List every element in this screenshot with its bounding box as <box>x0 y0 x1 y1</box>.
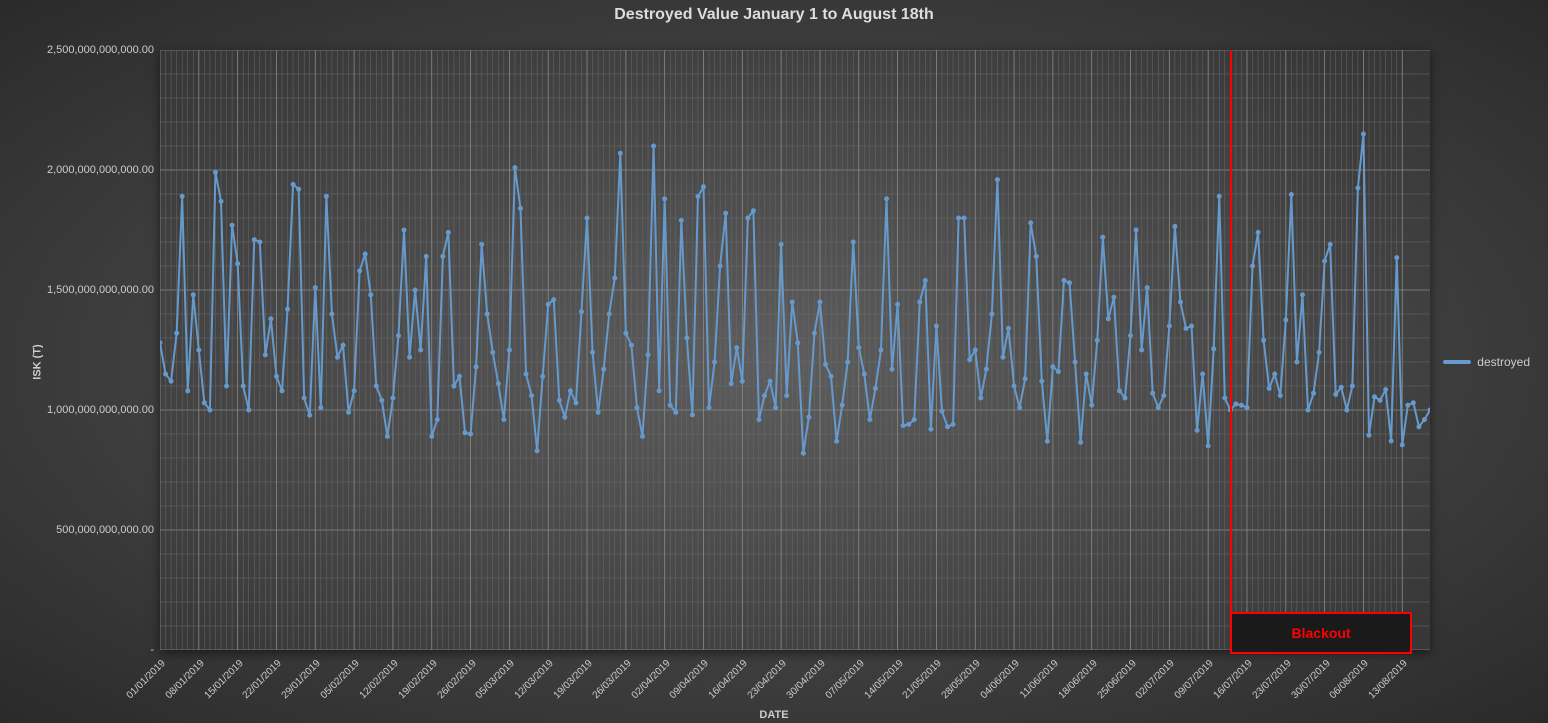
x-tick-label: 09/04/2019 <box>668 658 711 701</box>
x-tick-label: 15/01/2019 <box>202 658 245 701</box>
y-tick-label: 1,000,000,000,000.00 <box>4 404 154 416</box>
legend: destroyed <box>1443 355 1530 369</box>
y-tick-label: 500,000,000,000.00 <box>4 524 154 536</box>
x-tick-label: 23/07/2019 <box>1250 658 1293 701</box>
x-tick-label: 05/02/2019 <box>319 658 362 701</box>
chart-container: Destroyed Value January 1 to August 18th… <box>0 0 1548 723</box>
x-tick-label: 08/01/2019 <box>163 658 206 701</box>
x-tick-label: 12/03/2019 <box>513 658 556 701</box>
y-tick-label: 2,500,000,000,000.00 <box>4 44 154 56</box>
blackout-vertical-line <box>1230 50 1232 650</box>
x-tick-label: 14/05/2019 <box>862 658 905 701</box>
x-tick-label: 16/04/2019 <box>707 658 750 701</box>
x-tick-label: 25/06/2019 <box>1095 658 1138 701</box>
x-tick-label: 26/02/2019 <box>435 658 478 701</box>
x-tick-label: 30/07/2019 <box>1289 658 1332 701</box>
x-axis-label: DATE <box>0 709 1548 721</box>
legend-swatch <box>1443 360 1471 364</box>
blackout-annotation-box: Blackout <box>1230 612 1411 654</box>
x-tick-label: 13/08/2019 <box>1367 658 1410 701</box>
x-tick-label: 05/03/2019 <box>474 658 517 701</box>
x-tick-label: 16/07/2019 <box>1212 658 1255 701</box>
y-tick-label: - <box>4 644 154 656</box>
x-tick-label: 29/01/2019 <box>280 658 323 701</box>
x-tick-label: 23/04/2019 <box>746 658 789 701</box>
x-tick-label: 02/07/2019 <box>1134 658 1177 701</box>
y-axis-label: ISK (T) <box>32 344 44 379</box>
plot-area <box>160 50 1430 650</box>
chart-svg <box>160 50 1430 650</box>
x-tick-label: 19/03/2019 <box>552 658 595 701</box>
y-tick-label: 1,500,000,000,000.00 <box>4 284 154 296</box>
y-tick-label: 2,000,000,000,000.00 <box>4 164 154 176</box>
x-tick-label: 07/05/2019 <box>823 658 866 701</box>
x-tick-label: 26/03/2019 <box>590 658 633 701</box>
x-tick-label: 06/08/2019 <box>1328 658 1371 701</box>
x-tick-label: 21/05/2019 <box>901 658 944 701</box>
x-tick-label: 01/01/2019 <box>125 658 168 701</box>
x-tick-label: 22/01/2019 <box>241 658 284 701</box>
x-tick-label: 30/04/2019 <box>785 658 828 701</box>
x-tick-label: 11/06/2019 <box>1018 658 1061 701</box>
blackout-label: Blackout <box>1292 625 1351 641</box>
x-tick-label: 12/02/2019 <box>358 658 401 701</box>
x-tick-label: 04/06/2019 <box>979 658 1022 701</box>
x-tick-label: 28/05/2019 <box>940 658 983 701</box>
x-tick-label: 02/04/2019 <box>629 658 672 701</box>
chart-title: Destroyed Value January 1 to August 18th <box>0 6 1548 24</box>
legend-label: destroyed <box>1477 355 1530 369</box>
x-tick-label: 09/07/2019 <box>1173 658 1216 701</box>
x-tick-label: 19/02/2019 <box>396 658 439 701</box>
x-tick-label: 18/06/2019 <box>1056 658 1099 701</box>
